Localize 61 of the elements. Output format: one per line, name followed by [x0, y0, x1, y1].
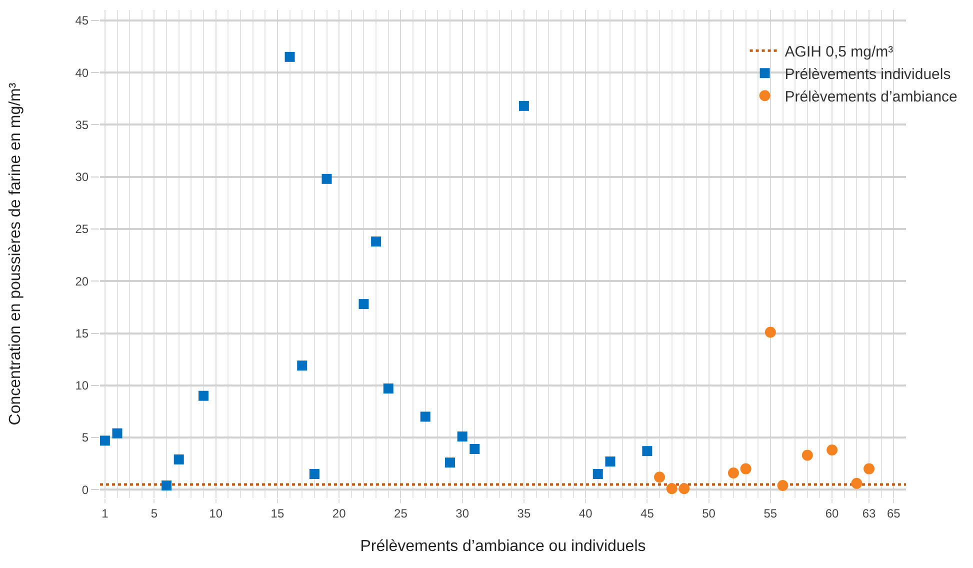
x-tick-label: 15 — [270, 506, 284, 520]
point — [678, 483, 690, 494]
legend-label: Prélèvements d’ambiance — [784, 88, 958, 106]
x-tick-label: 60 — [825, 506, 840, 520]
point — [592, 469, 603, 480]
point — [198, 390, 209, 401]
x-tick-label: 10 — [209, 506, 223, 520]
point — [802, 450, 813, 461]
y-tick-label: 45 — [75, 14, 89, 28]
legend-label: Prélèvements individuels — [784, 66, 951, 83]
y-tick-label: 20 — [75, 274, 89, 288]
x-axis-title: Prélèvements d’ambiance ou individuels — [360, 538, 646, 556]
x-tick-label: 65 — [887, 506, 901, 520]
y-axis-title: Concentration en poussières de farine en mg/m³ — [7, 82, 24, 426]
x-tick-label: 35 — [517, 506, 531, 520]
x-tick-label: 63 — [862, 506, 876, 520]
point — [371, 236, 382, 246]
point — [284, 52, 295, 62]
point — [358, 299, 369, 310]
point — [740, 463, 752, 474]
point — [826, 444, 838, 456]
point — [518, 100, 529, 111]
point — [605, 456, 616, 466]
x-tick-label: 45 — [640, 506, 654, 520]
point — [297, 360, 308, 371]
y-tick-label: 40 — [75, 66, 89, 80]
point — [383, 384, 394, 394]
point — [666, 483, 678, 494]
x-tick-label: 1 — [102, 506, 109, 520]
x-tick-label: 30 — [456, 506, 470, 520]
point — [309, 469, 320, 480]
point — [112, 428, 122, 438]
point — [654, 472, 666, 483]
point — [851, 478, 862, 489]
point — [728, 467, 739, 478]
x-tick-label: 20 — [332, 506, 346, 520]
point — [174, 454, 184, 464]
x-tick-label: 25 — [394, 506, 408, 520]
x-tick-label: 40 — [578, 506, 593, 520]
point — [864, 463, 875, 474]
legend-label: AGIH 0,5 mg/m³ — [784, 44, 894, 60]
point — [322, 174, 332, 184]
x-tick-label: 55 — [764, 506, 778, 520]
point — [457, 431, 468, 442]
y-tick-label: 25 — [75, 222, 89, 236]
point — [162, 480, 172, 490]
y-tick-label: 10 — [75, 378, 89, 393]
y-tick-label: 5 — [82, 430, 89, 445]
point — [420, 412, 430, 422]
point — [642, 446, 652, 456]
x-tick-label: 50 — [702, 506, 716, 520]
y-tick-label: 30 — [75, 170, 89, 184]
point — [777, 480, 788, 491]
point — [100, 436, 110, 446]
x-tick-label: 5 — [150, 506, 158, 520]
point — [445, 458, 456, 468]
y-tick-label: 0 — [82, 482, 89, 497]
point — [470, 444, 480, 454]
point — [764, 326, 776, 338]
y-tick-label: 15 — [75, 326, 89, 340]
y-tick-label: 35 — [75, 118, 89, 132]
